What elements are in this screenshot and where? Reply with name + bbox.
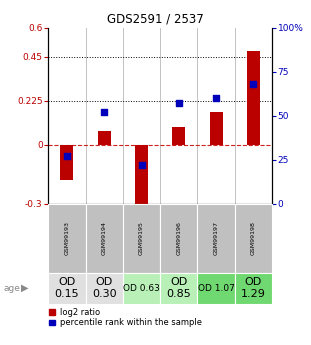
Point (251, 81, 256, 87)
Bar (160, 204, 197, 273)
Bar (197, 204, 235, 273)
Text: OD
0.30: OD 0.30 (92, 277, 117, 299)
Bar (210, 112, 223, 145)
Text: GSM99194: GSM99194 (102, 221, 107, 255)
Text: GSM99196: GSM99196 (176, 221, 181, 255)
Text: GSM99195: GSM99195 (139, 221, 144, 255)
Bar (86, 273, 123, 304)
Bar (123, 204, 160, 273)
Bar (123, 273, 160, 304)
Text: OD
0.85: OD 0.85 (166, 277, 191, 299)
Text: OD
0.15: OD 0.15 (54, 277, 79, 299)
Bar (135, 145, 148, 217)
Bar (197, 273, 235, 304)
Bar (160, 273, 197, 304)
Text: GSM99197: GSM99197 (214, 221, 219, 255)
Legend: log2 ratio, percentile rank within the sample: log2 ratio, percentile rank within the s… (49, 308, 202, 327)
Text: GSM99193: GSM99193 (64, 221, 69, 255)
Point (176, 100, 181, 106)
Bar (86, 204, 123, 273)
Text: ▶: ▶ (21, 283, 29, 293)
Text: GSM99198: GSM99198 (251, 221, 256, 255)
Bar (247, 51, 260, 145)
Bar (98, 131, 111, 145)
Bar (60, 145, 73, 180)
Bar (48, 273, 86, 304)
Text: GDS2591 / 2537: GDS2591 / 2537 (107, 12, 204, 25)
Point (214, 95, 219, 101)
Point (139, 162, 144, 168)
Point (102, 109, 107, 115)
Bar (48, 204, 86, 273)
Bar (172, 127, 185, 145)
Text: OD 1.07: OD 1.07 (198, 284, 234, 293)
Text: OD 0.63: OD 0.63 (123, 284, 160, 293)
Text: age: age (3, 284, 20, 293)
Bar (235, 273, 272, 304)
Point (64, 153, 69, 159)
Text: OD
1.29: OD 1.29 (241, 277, 266, 299)
Bar (235, 204, 272, 273)
